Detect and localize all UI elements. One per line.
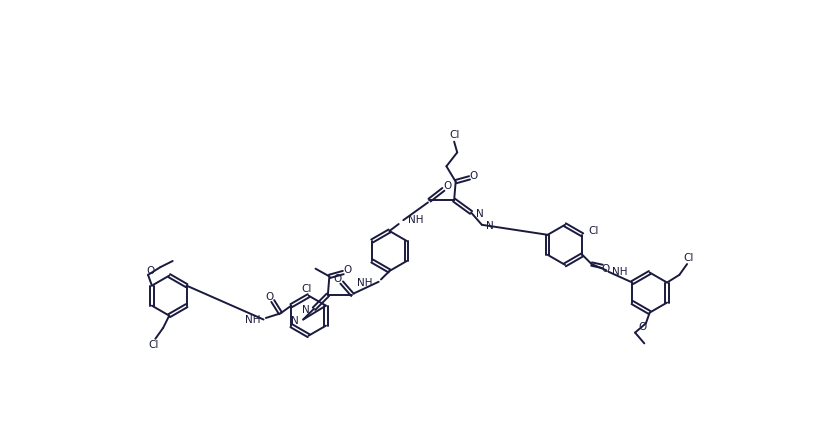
Text: N: N <box>291 316 298 326</box>
Text: NH: NH <box>245 314 260 324</box>
Text: O: O <box>146 266 154 276</box>
Text: O: O <box>333 275 342 284</box>
Text: Cl: Cl <box>448 130 459 140</box>
Text: N: N <box>486 221 494 232</box>
Text: N: N <box>475 209 483 219</box>
Text: O: O <box>638 322 646 332</box>
Text: Cl: Cl <box>148 340 159 350</box>
Text: O: O <box>600 265 609 274</box>
Text: O: O <box>265 292 274 302</box>
Text: Cl: Cl <box>682 253 693 263</box>
Text: O: O <box>342 265 351 275</box>
Text: NH: NH <box>611 267 627 277</box>
Text: Cl: Cl <box>588 226 598 236</box>
Text: O: O <box>442 181 450 191</box>
Text: N: N <box>301 305 309 315</box>
Text: O: O <box>468 170 477 181</box>
Text: NH: NH <box>407 215 423 225</box>
Text: Cl: Cl <box>301 284 311 294</box>
Text: NH: NH <box>356 278 372 288</box>
